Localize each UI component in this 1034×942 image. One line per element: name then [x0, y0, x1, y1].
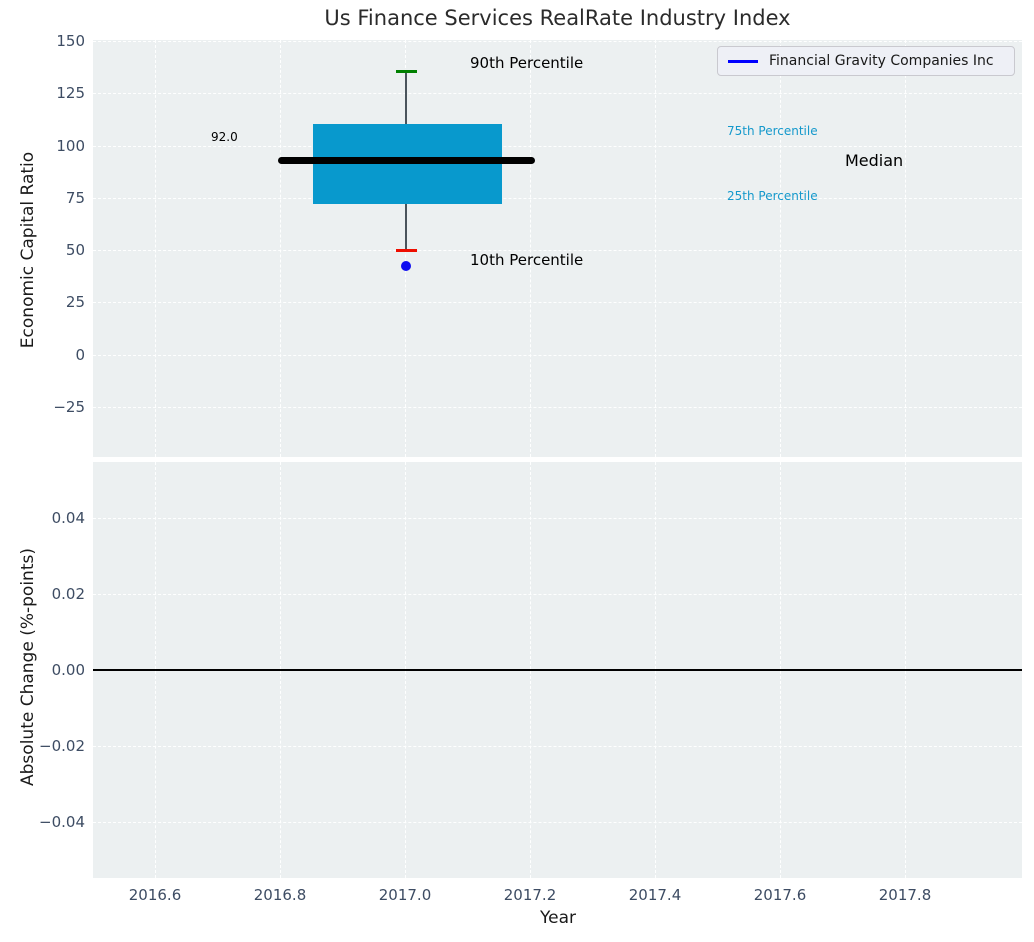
boxplot-interquartile-box	[313, 124, 502, 204]
gridline-horizontal	[93, 518, 1022, 519]
xtick-label: 2017.4	[628, 886, 682, 904]
median-annotation: Median	[845, 151, 904, 170]
gridline-horizontal	[93, 746, 1022, 747]
ytick-label: 125	[56, 84, 85, 102]
gridline-vertical	[155, 40, 156, 457]
gridline-horizontal	[93, 407, 1022, 408]
bottom-plot-panel	[93, 462, 1022, 878]
median-value-label: 92.0	[211, 130, 238, 144]
gridline-horizontal	[93, 594, 1022, 595]
ytick-label: 0.00	[51, 661, 85, 679]
ytick-label: −0.02	[39, 737, 85, 755]
ytick-label: −0.04	[39, 813, 85, 831]
gridline-horizontal	[93, 822, 1022, 823]
gridline-horizontal	[93, 41, 1022, 42]
boxplot-10th-percentile-cap	[396, 249, 417, 252]
p90-annotation: 90th Percentile	[470, 54, 584, 72]
company-data-point	[401, 261, 411, 271]
ytick-label: 25	[65, 293, 85, 311]
xtick-label: 2017.8	[878, 886, 932, 904]
ytick-label: 0	[75, 346, 85, 364]
ytick-label: 75	[65, 189, 85, 207]
ytick-label: 0.04	[51, 509, 85, 527]
gridline-vertical	[905, 40, 906, 457]
p25-annotation: 25th Percentile	[727, 189, 818, 203]
legend-line-sample	[728, 59, 758, 63]
p10-annotation: 10th Percentile	[470, 251, 584, 269]
ytick-label: −25	[53, 398, 85, 416]
gridline-vertical	[780, 40, 781, 457]
ytick-label: 0.02	[51, 585, 85, 603]
ytick-label: 100	[56, 137, 85, 155]
top-y-axis-label: Economic Capital Ratio	[18, 151, 38, 349]
boxplot-90th-percentile-cap	[396, 70, 417, 73]
gridline-vertical	[280, 40, 281, 457]
gridline-horizontal	[93, 302, 1022, 303]
chart-title: Us Finance Services RealRate Industry In…	[324, 6, 791, 30]
ytick-label: 150	[56, 32, 85, 50]
boxplot-median-line	[278, 157, 535, 164]
gridline-horizontal	[93, 355, 1022, 356]
gridline-horizontal	[93, 198, 1022, 199]
legend-label: Financial Gravity Companies Inc	[769, 53, 994, 69]
gridline-horizontal	[93, 250, 1022, 251]
zero-change-line	[93, 669, 1022, 671]
ytick-label: 50	[65, 241, 85, 259]
top-plot-panel: 92.0 90th Percentile 10th Percentile 75t…	[93, 40, 1022, 457]
xtick-label: 2016.6	[128, 886, 182, 904]
xtick-label: 2016.8	[253, 886, 307, 904]
gridline-vertical	[530, 40, 531, 457]
gridline-horizontal	[93, 93, 1022, 94]
xtick-label: 2017.2	[503, 886, 557, 904]
xtick-label: 2017.0	[378, 886, 432, 904]
p75-annotation: 75th Percentile	[727, 124, 818, 138]
xtick-label: 2017.6	[753, 886, 807, 904]
x-axis-label: Year	[540, 908, 576, 928]
legend: Financial Gravity Companies Inc	[717, 46, 1015, 76]
gridline-vertical	[655, 40, 656, 457]
gridline-horizontal	[93, 146, 1022, 147]
bottom-y-axis-label: Absolute Change (%-points)	[18, 548, 38, 786]
